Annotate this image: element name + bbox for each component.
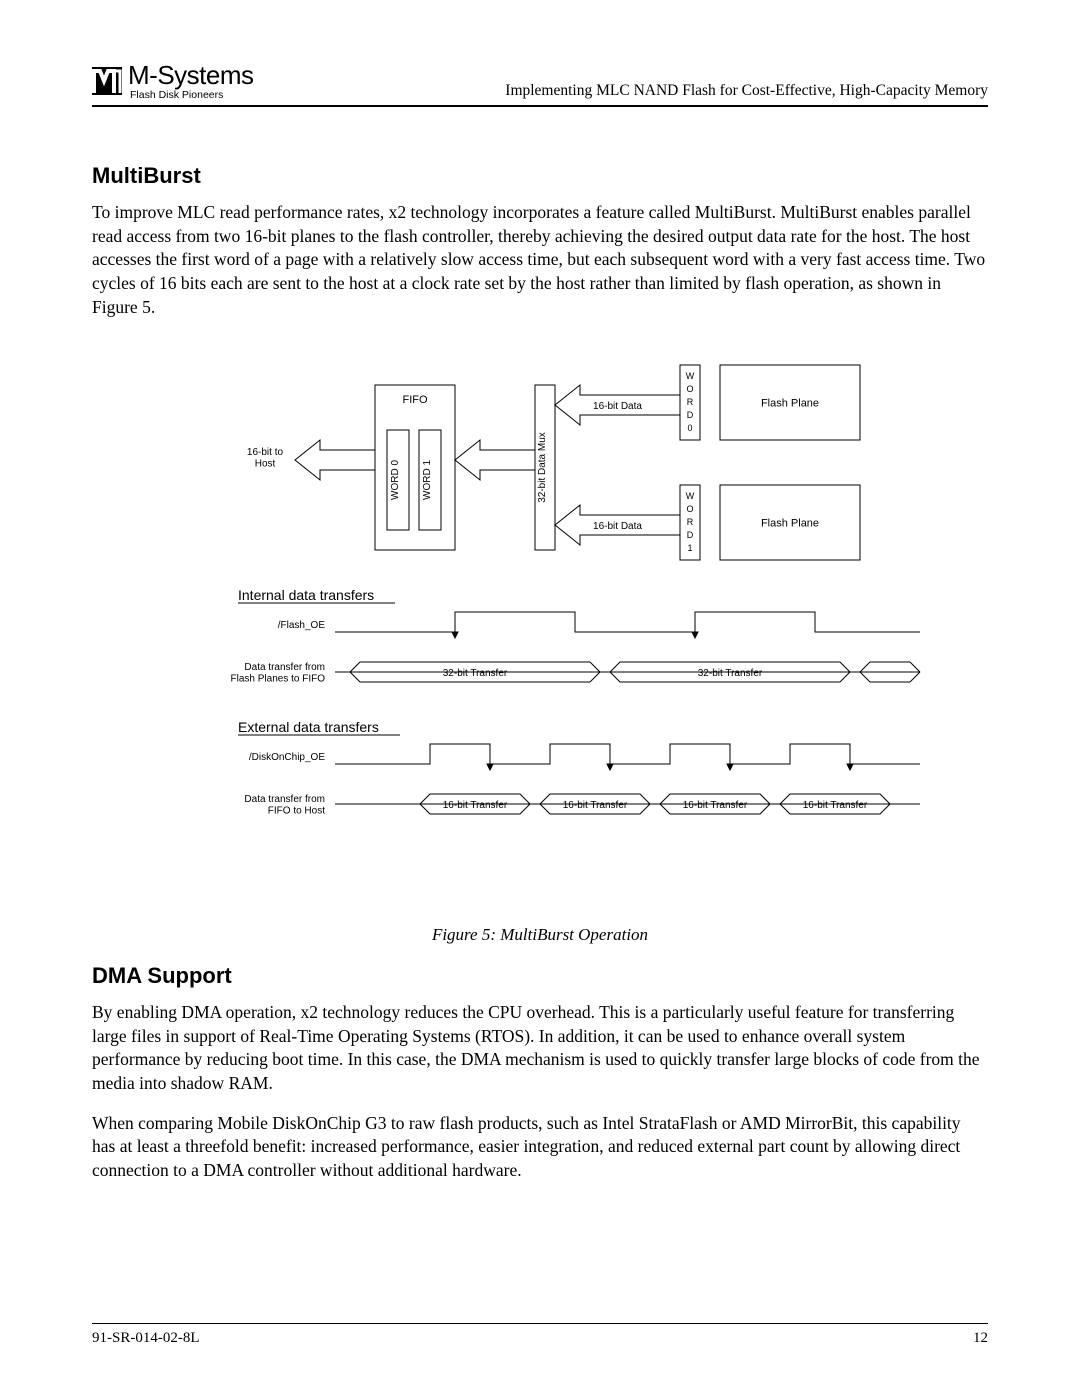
svg-text:Data transfer fromFlash Planes: Data transfer fromFlash Planes to FIFO <box>231 662 326 685</box>
svg-text:16-bit Data: 16-bit Data <box>593 521 642 532</box>
svg-text:Flash Plane: Flash Plane <box>761 398 819 410</box>
svg-text:/Flash_OE: /Flash_OE <box>278 620 326 631</box>
svg-text:32-bit Transfer: 32-bit Transfer <box>698 668 763 679</box>
svg-text:0: 0 <box>687 423 692 433</box>
figure-5: FIFOWORD 0WORD 116-bit toHost32-bit Data… <box>92 355 988 915</box>
svg-text:W: W <box>686 491 695 501</box>
svg-text:Data transfer fromFIFO to Host: Data transfer fromFIFO to Host <box>244 794 325 817</box>
svg-text:Internal data transfers: Internal data transfers <box>238 587 374 603</box>
svg-text:16-bit Transfer: 16-bit Transfer <box>563 800 628 811</box>
svg-text:16-bit toHost: 16-bit toHost <box>247 447 284 470</box>
page-footer: 91-SR-014-02-8L 12 <box>92 1323 988 1347</box>
svg-text:16-bit Transfer: 16-bit Transfer <box>803 800 868 811</box>
figure-caption: Figure 5: MultiBurst Operation <box>92 925 988 945</box>
page-number: 12 <box>973 1330 988 1347</box>
svg-text:WORD 1: WORD 1 <box>422 460 433 500</box>
svg-text:D: D <box>687 530 694 540</box>
para-dma-1: By enabling DMA operation, x2 technology… <box>92 1001 988 1096</box>
doc-id: 91-SR-014-02-8L <box>92 1330 200 1347</box>
svg-text:32-bit Transfer: 32-bit Transfer <box>443 668 508 679</box>
section-heading-dma: DMA Support <box>92 963 988 989</box>
svg-text:16-bit Transfer: 16-bit Transfer <box>683 800 748 811</box>
section-heading-multiburst: MultiBurst <box>92 163 988 189</box>
svg-text:/DiskOnChip_OE: /DiskOnChip_OE <box>249 752 325 763</box>
svg-text:16-bit Data: 16-bit Data <box>593 401 642 412</box>
svg-text:O: O <box>686 384 693 394</box>
svg-text:1: 1 <box>687 543 692 553</box>
svg-text:WORD 0: WORD 0 <box>390 460 401 500</box>
company-name: M-Systems <box>128 60 254 91</box>
svg-text:Flash Plane: Flash Plane <box>761 518 819 530</box>
svg-text:16-bit Transfer: 16-bit Transfer <box>443 800 508 811</box>
svg-text:W: W <box>686 371 695 381</box>
para-multiburst: To improve MLC read performance rates, x… <box>92 201 988 319</box>
svg-text:R: R <box>687 517 694 527</box>
svg-text:D: D <box>687 410 694 420</box>
svg-text:R: R <box>687 397 694 407</box>
doc-title: Implementing MLC NAND Flash for Cost-Eff… <box>505 82 988 101</box>
tagline: Flash Disk Pioneers <box>130 89 254 101</box>
para-dma-2: When comparing Mobile DiskOnChip G3 to r… <box>92 1112 988 1183</box>
svg-text:External data transfers: External data transfers <box>238 719 379 735</box>
svg-text:O: O <box>686 504 693 514</box>
msystems-logo-icon <box>92 67 122 95</box>
svg-text:32-bit Data Mux: 32-bit Data Mux <box>537 432 548 503</box>
logo-area: M-Systems Flash Disk Pioneers <box>92 60 254 101</box>
page-header: M-Systems Flash Disk Pioneers Implementi… <box>92 60 988 107</box>
svg-text:FIFO: FIFO <box>402 394 427 406</box>
